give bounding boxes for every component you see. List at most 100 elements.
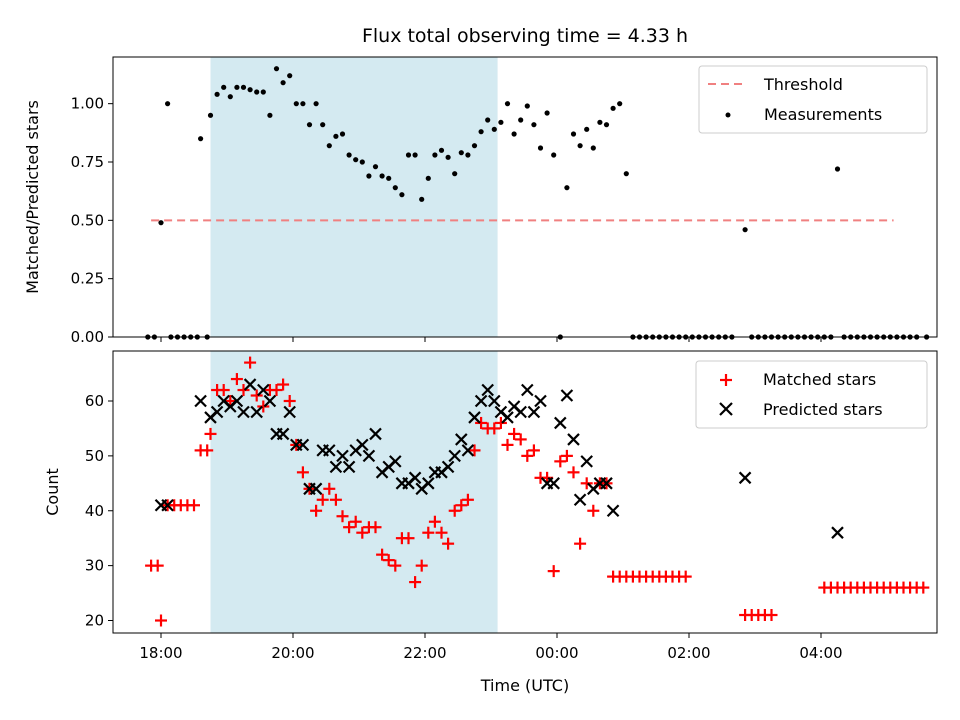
matched-star-point <box>587 504 600 517</box>
bottom-y-tick-label: 30 <box>85 557 104 575</box>
matched-star-point <box>917 581 930 594</box>
measurement-point <box>293 101 299 107</box>
predicted-star-point <box>283 405 296 419</box>
bottom-shaded-region <box>210 351 498 633</box>
measurement-point <box>165 101 171 107</box>
measurement-point <box>158 220 164 226</box>
matched-star-point <box>560 449 573 462</box>
predicted-star-point <box>237 405 250 419</box>
bottom-y-tick-label: 20 <box>85 612 104 630</box>
matched-star-point <box>257 400 270 413</box>
predicted-star-point <box>441 460 455 474</box>
matched-star-point <box>455 499 468 512</box>
predicted-star-point <box>296 438 310 452</box>
predicted-star-point <box>342 460 356 474</box>
measurement-point <box>531 122 537 128</box>
measurement-point <box>221 84 227 90</box>
measurement-point <box>333 133 339 139</box>
measurement-point <box>564 185 570 191</box>
matched-star-point <box>283 395 296 407</box>
predicted-star-point <box>481 383 494 397</box>
matched-star-point <box>428 515 441 528</box>
matched-star-point <box>349 515 362 528</box>
legend-predicted-icon <box>719 402 733 416</box>
predicted-star-point <box>336 449 349 463</box>
matched-star-point <box>468 444 481 457</box>
predicted-star-point <box>257 383 270 397</box>
measurement-point <box>419 196 425 202</box>
matched-star-point <box>188 499 200 512</box>
predicted-star-point <box>514 405 527 419</box>
matched-star-point <box>488 422 501 435</box>
measurement-point <box>511 131 517 137</box>
matched-star-point <box>237 384 250 397</box>
measurement-point <box>353 157 359 163</box>
predicted-star-point <box>461 444 475 457</box>
legend-matched-label: Matched stars <box>763 370 876 389</box>
measurement-point <box>214 91 220 97</box>
measurement-point <box>372 164 379 170</box>
measurement-point <box>610 105 616 111</box>
bottom-x-tick-label: 04:00 <box>799 644 842 662</box>
measurement-point <box>544 110 550 116</box>
predicted-star-point <box>276 427 290 441</box>
matched-star-point <box>415 559 428 572</box>
matched-star-point <box>323 482 336 495</box>
legend-matched-icon <box>720 374 732 386</box>
measurement-point <box>273 66 280 72</box>
measurement-point <box>603 122 610 128</box>
predicted-star-point <box>580 455 593 468</box>
matched-star-point <box>580 477 593 490</box>
matched-star-point <box>356 526 369 539</box>
predicted-star-point <box>448 449 461 463</box>
measurement-point <box>339 131 346 137</box>
matched-star-point <box>679 570 692 583</box>
matched-star-point <box>382 554 395 567</box>
measurement-point <box>471 143 478 149</box>
measurement-point <box>234 84 240 90</box>
measurement-point <box>458 150 464 156</box>
matched-star-point <box>448 504 461 517</box>
measurement-point <box>570 131 577 137</box>
legend-measurement-icon <box>725 112 731 118</box>
matched-star-point <box>461 493 474 506</box>
bottom-x-tick-label: 20:00 <box>271 644 314 662</box>
x-axis-label: Time (UTC) <box>480 676 569 695</box>
measurement-point <box>504 101 511 107</box>
measurement-point <box>465 152 471 158</box>
measurement-point <box>452 171 458 177</box>
measurement-point <box>287 73 293 79</box>
predicted-star-point <box>501 411 514 424</box>
matched-star-point <box>329 493 342 506</box>
predicted-star-point <box>356 438 369 452</box>
matched-star-point <box>567 466 580 479</box>
matched-star-point <box>277 378 290 391</box>
matched-star-point <box>508 427 521 440</box>
predicted-star-point <box>468 411 481 424</box>
bottom-y-tick-label: 50 <box>85 447 104 465</box>
matched-star-point <box>376 548 389 561</box>
matched-star-point <box>270 384 283 397</box>
matched-star-point <box>389 559 402 572</box>
matched-star-point <box>296 466 309 479</box>
measurement-point <box>346 152 352 158</box>
top-y-tick-label: 0.00 <box>71 328 104 346</box>
top-y-tick-label: 0.75 <box>71 153 104 171</box>
legend-threshold-label: Threshold <box>763 75 843 94</box>
measurement-point <box>432 152 438 158</box>
legend-predicted-label: Predicted stars <box>763 400 883 419</box>
matched-star-point <box>501 438 514 451</box>
measurement-point <box>405 152 412 158</box>
bottom-y-tick-label: 60 <box>85 392 104 410</box>
measurement-point <box>551 152 557 158</box>
matched-star-point <box>316 493 329 506</box>
matched-star-point <box>217 384 230 397</box>
predicted-star-point <box>474 394 488 408</box>
matched-star-point <box>343 521 356 534</box>
predicted-star-point <box>521 383 534 397</box>
measurement-point <box>617 101 623 107</box>
measurement-point <box>742 227 748 233</box>
measurement-point <box>320 122 326 128</box>
predicted-star-point <box>573 493 587 507</box>
